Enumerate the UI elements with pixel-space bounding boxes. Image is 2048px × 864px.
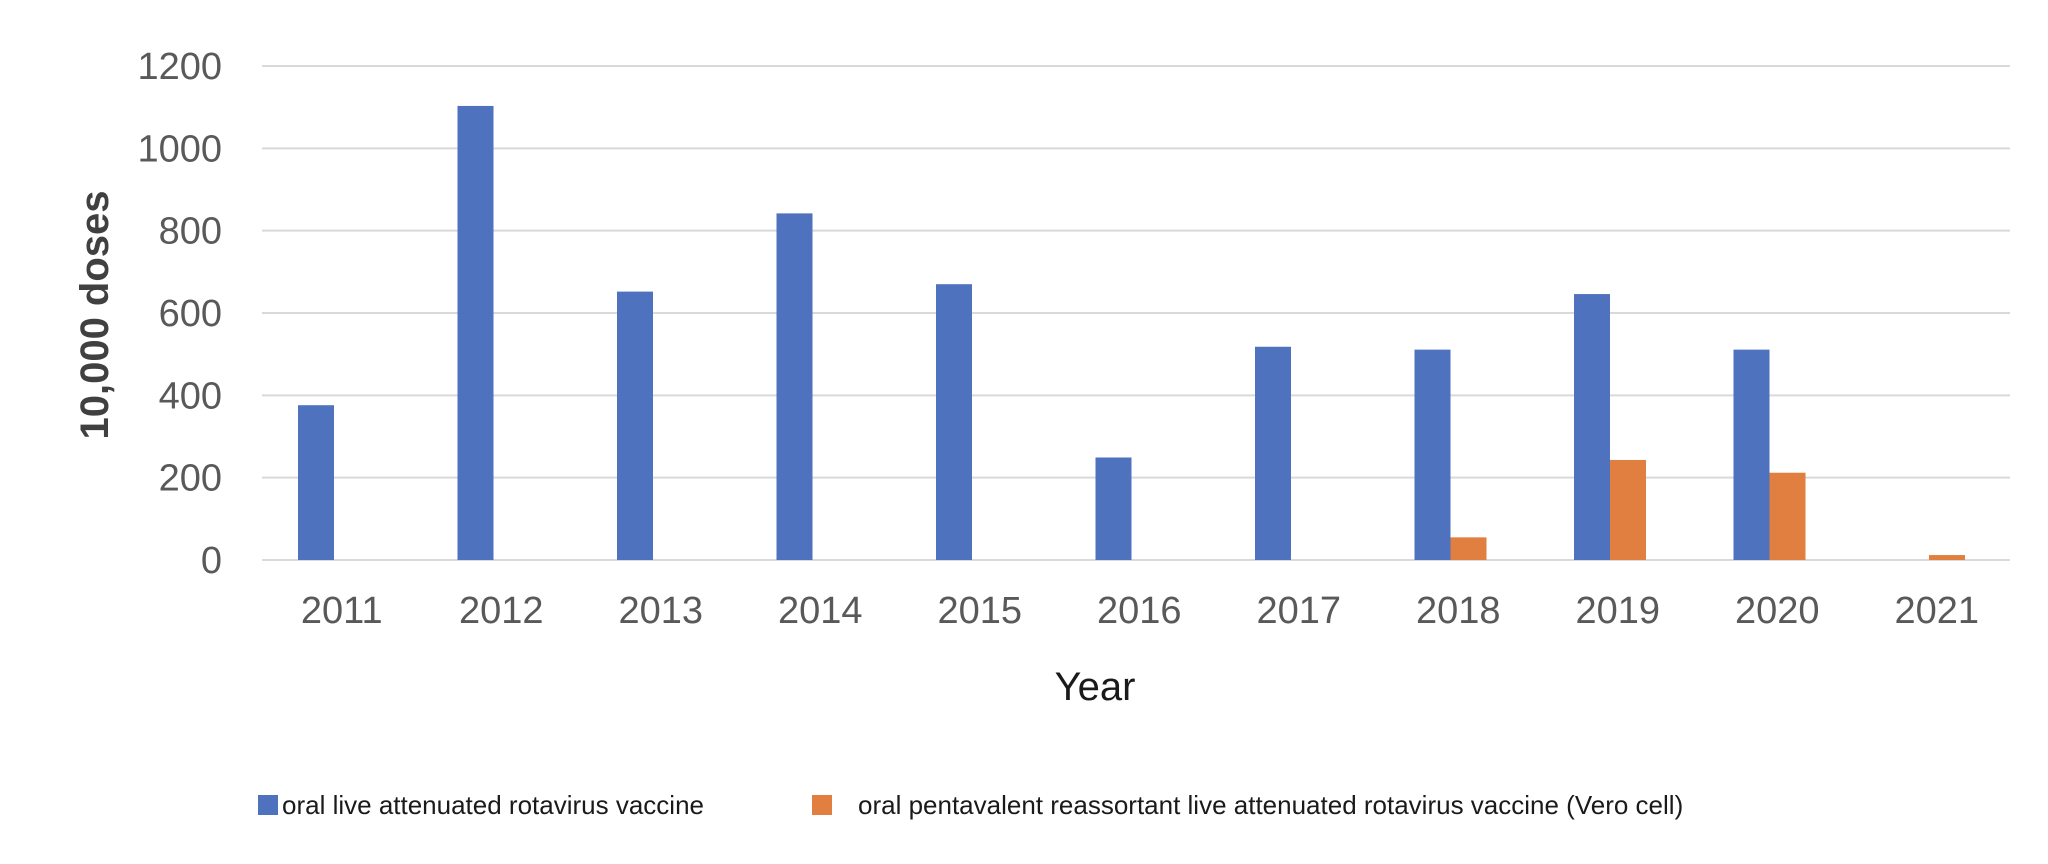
bar-series2-2021 — [1929, 555, 1965, 560]
x-tick-label: 2014 — [778, 590, 863, 632]
bar-series1-2017 — [1255, 346, 1291, 560]
bars-layer — [298, 105, 1965, 561]
x-tick-label: 2015 — [937, 590, 1022, 632]
x-tick-label: 2017 — [1256, 590, 1341, 632]
bar-series2-2018 — [1450, 537, 1487, 560]
x-tick-label: 2011 — [301, 590, 383, 632]
legend-swatch-series2 — [812, 795, 832, 815]
bar-series2-2020 — [1769, 472, 1806, 560]
x-axis-title: Year — [1055, 665, 1136, 709]
y-tick-label: 1000 — [137, 128, 222, 170]
x-tick-label: 2019 — [1575, 590, 1660, 632]
bar-series1-2014 — [776, 213, 813, 561]
bar-series1-2015 — [936, 284, 972, 560]
x-tick-label: 2016 — [1097, 590, 1182, 632]
legend-swatch-series1 — [258, 795, 278, 815]
y-tick-label: 800 — [159, 211, 222, 253]
x-tick-label: 2018 — [1416, 590, 1501, 632]
legend-label-series2: oral pentavalent reassortant live attenu… — [858, 790, 1683, 820]
bar-series1-2011 — [298, 405, 334, 560]
bar-series1-2019 — [1574, 294, 1610, 560]
bar-series1-2013 — [617, 291, 653, 560]
y-tick-label: 600 — [159, 293, 222, 335]
bar-series1-2012 — [457, 105, 494, 560]
bar-series1-2018 — [1414, 349, 1451, 560]
bar-series2-2019 — [1610, 459, 1646, 560]
bar-series1-2016 — [1095, 457, 1132, 560]
grid-layer — [262, 65, 2010, 561]
x-tick-label: 2013 — [618, 590, 703, 632]
y-axis-ticks: 0 200 400 600 800 1000 1200 — [137, 46, 222, 582]
x-tick-label: 2012 — [459, 590, 544, 632]
x-tick-label: 2021 — [1894, 590, 1979, 632]
legend-label-series1: oral live attenuated rotavirus vaccine — [282, 790, 704, 820]
x-axis-ticks: 2011 2012 2013 2014 2015 2016 2017 2018 2019 2020… — [301, 590, 1979, 632]
y-tick-label: 1200 — [137, 46, 222, 88]
y-axis-title: 10,000 doses — [73, 190, 117, 439]
bar-series1-2020 — [1733, 349, 1770, 560]
y-tick-label: 200 — [159, 458, 222, 500]
legend: oral live attenuated rotavirus vaccine or… — [258, 790, 1683, 820]
x-tick-label: 2020 — [1735, 590, 1820, 632]
y-tick-label: 400 — [159, 375, 222, 417]
y-tick-label: 0 — [201, 540, 222, 582]
